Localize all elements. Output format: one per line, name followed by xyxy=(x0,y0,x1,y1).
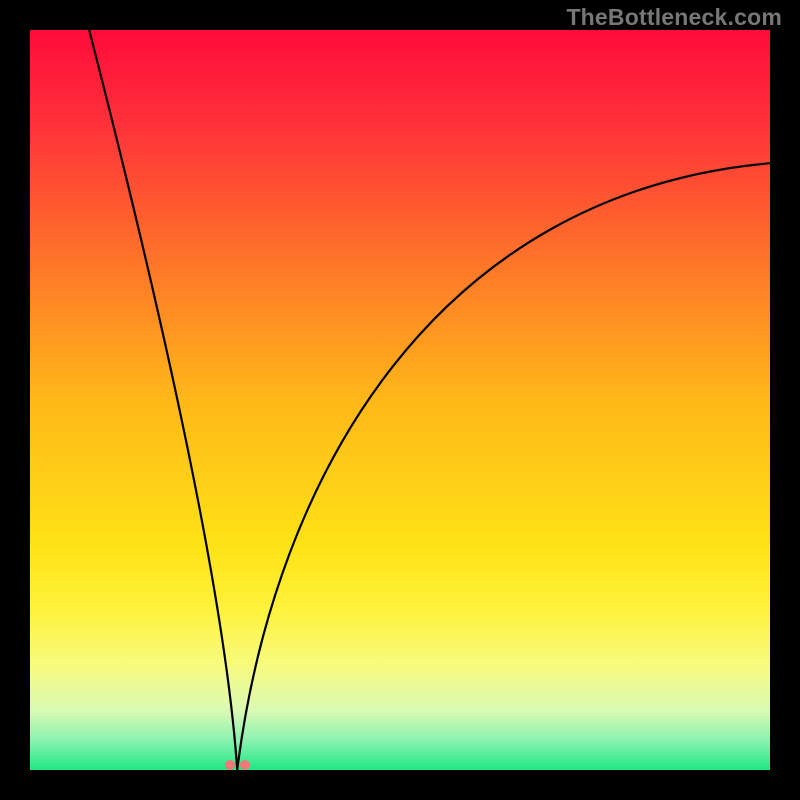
bottleneck-curve xyxy=(89,30,770,770)
curve-svg xyxy=(30,30,770,770)
highlight-marker xyxy=(240,760,250,770)
plot-area xyxy=(30,30,770,770)
watermark-text: TheBottleneck.com xyxy=(566,4,782,31)
chart-frame: TheBottleneck.com xyxy=(0,0,800,800)
highlight-marker xyxy=(225,760,235,770)
